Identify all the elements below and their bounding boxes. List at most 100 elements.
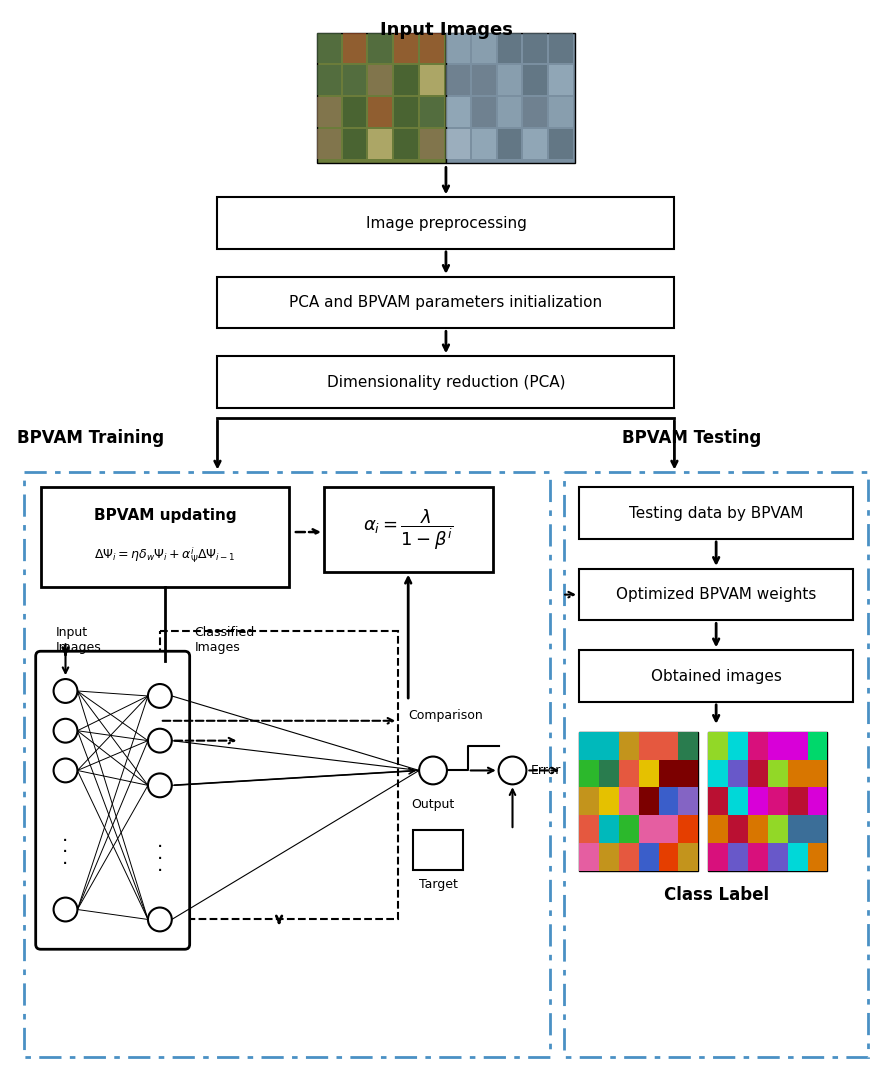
FancyBboxPatch shape: [579, 732, 599, 760]
Text: BPVAM Training: BPVAM Training: [17, 429, 164, 446]
FancyBboxPatch shape: [807, 732, 828, 760]
FancyBboxPatch shape: [788, 787, 807, 815]
FancyBboxPatch shape: [369, 65, 392, 95]
Text: BPVAM Testing: BPVAM Testing: [622, 429, 761, 446]
Circle shape: [148, 685, 172, 708]
FancyBboxPatch shape: [618, 732, 639, 760]
FancyBboxPatch shape: [343, 128, 367, 158]
FancyBboxPatch shape: [343, 33, 367, 64]
FancyBboxPatch shape: [579, 732, 698, 871]
FancyBboxPatch shape: [549, 97, 573, 127]
FancyBboxPatch shape: [579, 760, 599, 787]
FancyBboxPatch shape: [679, 732, 698, 760]
FancyBboxPatch shape: [658, 815, 679, 843]
FancyBboxPatch shape: [618, 787, 639, 815]
FancyBboxPatch shape: [317, 33, 340, 64]
FancyBboxPatch shape: [369, 128, 392, 158]
FancyBboxPatch shape: [708, 732, 828, 871]
FancyBboxPatch shape: [524, 65, 548, 95]
Text: .: .: [157, 856, 163, 875]
FancyBboxPatch shape: [446, 65, 470, 95]
FancyBboxPatch shape: [41, 487, 289, 586]
FancyBboxPatch shape: [807, 843, 828, 871]
FancyBboxPatch shape: [658, 787, 679, 815]
FancyBboxPatch shape: [728, 843, 748, 871]
FancyBboxPatch shape: [35, 651, 190, 950]
FancyBboxPatch shape: [728, 787, 748, 815]
FancyBboxPatch shape: [788, 732, 807, 760]
Circle shape: [53, 719, 77, 743]
FancyBboxPatch shape: [420, 128, 444, 158]
FancyBboxPatch shape: [708, 843, 728, 871]
Circle shape: [53, 679, 77, 703]
FancyBboxPatch shape: [413, 830, 462, 870]
Circle shape: [148, 773, 172, 798]
FancyBboxPatch shape: [788, 843, 807, 871]
FancyBboxPatch shape: [217, 277, 674, 329]
FancyBboxPatch shape: [317, 97, 340, 127]
FancyBboxPatch shape: [639, 732, 658, 760]
FancyBboxPatch shape: [639, 843, 658, 871]
FancyBboxPatch shape: [679, 787, 698, 815]
FancyBboxPatch shape: [549, 128, 573, 158]
Text: Image preprocessing: Image preprocessing: [366, 216, 526, 231]
FancyBboxPatch shape: [369, 97, 392, 127]
FancyBboxPatch shape: [748, 787, 768, 815]
Text: Comparison: Comparison: [408, 709, 483, 722]
Text: Input
Images: Input Images: [56, 626, 101, 654]
FancyBboxPatch shape: [498, 128, 522, 158]
FancyBboxPatch shape: [768, 732, 788, 760]
FancyBboxPatch shape: [708, 787, 728, 815]
FancyBboxPatch shape: [317, 128, 340, 158]
FancyBboxPatch shape: [549, 33, 573, 64]
FancyBboxPatch shape: [807, 815, 828, 843]
FancyBboxPatch shape: [748, 732, 768, 760]
FancyBboxPatch shape: [498, 97, 522, 127]
FancyBboxPatch shape: [420, 97, 444, 127]
FancyBboxPatch shape: [807, 787, 828, 815]
FancyBboxPatch shape: [599, 760, 618, 787]
FancyBboxPatch shape: [639, 815, 658, 843]
FancyBboxPatch shape: [599, 843, 618, 871]
Text: Testing data by BPVAM: Testing data by BPVAM: [629, 506, 804, 521]
Text: Input Images: Input Images: [379, 22, 512, 40]
FancyBboxPatch shape: [420, 65, 444, 95]
FancyBboxPatch shape: [728, 732, 748, 760]
FancyBboxPatch shape: [748, 760, 768, 787]
FancyBboxPatch shape: [394, 128, 418, 158]
FancyBboxPatch shape: [446, 33, 575, 163]
Text: .: .: [62, 849, 68, 869]
Text: Optimized BPVAM weights: Optimized BPVAM weights: [616, 588, 816, 603]
FancyBboxPatch shape: [599, 815, 618, 843]
FancyBboxPatch shape: [498, 65, 522, 95]
FancyBboxPatch shape: [579, 650, 853, 702]
Circle shape: [53, 759, 77, 783]
FancyBboxPatch shape: [343, 97, 367, 127]
FancyBboxPatch shape: [217, 197, 674, 249]
FancyBboxPatch shape: [807, 760, 828, 787]
FancyBboxPatch shape: [471, 33, 495, 64]
Circle shape: [419, 757, 447, 785]
FancyBboxPatch shape: [420, 33, 444, 64]
FancyBboxPatch shape: [498, 33, 522, 64]
FancyBboxPatch shape: [394, 97, 418, 127]
FancyBboxPatch shape: [639, 760, 658, 787]
FancyBboxPatch shape: [317, 33, 446, 163]
Circle shape: [53, 898, 77, 922]
FancyBboxPatch shape: [394, 33, 418, 64]
FancyBboxPatch shape: [217, 356, 674, 407]
FancyBboxPatch shape: [471, 65, 495, 95]
Circle shape: [148, 729, 172, 752]
FancyBboxPatch shape: [524, 97, 548, 127]
FancyBboxPatch shape: [658, 732, 679, 760]
FancyBboxPatch shape: [446, 128, 470, 158]
FancyBboxPatch shape: [343, 65, 367, 95]
FancyBboxPatch shape: [748, 843, 768, 871]
FancyBboxPatch shape: [768, 760, 788, 787]
FancyBboxPatch shape: [317, 65, 340, 95]
FancyBboxPatch shape: [471, 128, 495, 158]
FancyBboxPatch shape: [579, 787, 599, 815]
Text: .: .: [62, 838, 68, 856]
FancyBboxPatch shape: [768, 843, 788, 871]
FancyBboxPatch shape: [639, 787, 658, 815]
